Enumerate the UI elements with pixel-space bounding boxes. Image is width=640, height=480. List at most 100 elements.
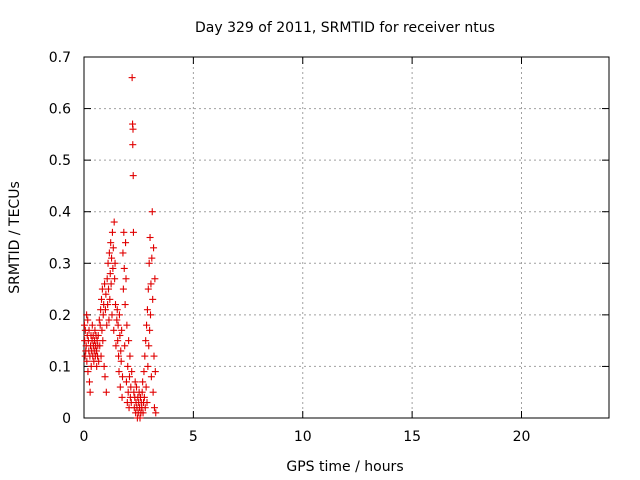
data-point: [143, 306, 151, 314]
data-point: [116, 383, 124, 391]
y-tick-label: 0.5: [49, 153, 71, 169]
data-point: [119, 373, 126, 381]
data-point: [125, 337, 133, 345]
data-point: [139, 409, 147, 417]
data-point: [118, 393, 126, 401]
data-point: [144, 362, 152, 370]
data-point: [144, 285, 152, 293]
data-point: [119, 249, 127, 257]
y-tick-label: 0.6: [49, 102, 71, 118]
data-point: [116, 331, 124, 339]
data-point: [103, 321, 111, 329]
x-tick-label: 0: [80, 429, 89, 445]
data-point: [150, 244, 158, 252]
data-point: [133, 383, 140, 391]
data-point: [118, 326, 126, 334]
y-tick-label: 0.3: [49, 256, 71, 272]
data-point: [83, 357, 91, 365]
data-point: [147, 280, 155, 288]
data-point: [108, 228, 116, 236]
data-point: [147, 311, 154, 319]
data-point: [143, 399, 151, 407]
y-tick-label: 0.4: [49, 205, 71, 221]
data-point: [83, 311, 91, 319]
data-point: [113, 306, 121, 314]
data-point: [99, 311, 107, 319]
data-point: [112, 301, 119, 309]
data-point: [109, 264, 117, 272]
grid-lines: [84, 57, 609, 418]
data-point: [105, 316, 113, 324]
data-point: [85, 326, 93, 334]
data-point: [111, 275, 119, 283]
data-point: [121, 301, 129, 309]
data-point: [129, 228, 137, 236]
x-tick-label: 15: [403, 429, 421, 445]
data-point: [114, 321, 122, 329]
data-point: [111, 259, 119, 267]
data-point: [122, 275, 130, 283]
x-tick-label: 10: [294, 429, 312, 445]
data-point: [112, 342, 120, 350]
data-point: [109, 244, 117, 252]
data-point: [86, 388, 94, 396]
data-point: [119, 285, 127, 293]
data-point: [123, 321, 131, 329]
data-point: [108, 254, 116, 262]
data-point: [94, 331, 102, 339]
data-point: [117, 347, 125, 355]
data-point: [104, 259, 112, 267]
data-point: [131, 378, 139, 386]
x-axis-label: GPS time / hours: [286, 459, 403, 475]
data-point: [152, 409, 160, 417]
data-point: [95, 316, 103, 324]
data-point: [107, 280, 115, 288]
data-point: [148, 254, 156, 262]
data-point: [102, 388, 110, 396]
data-point: [114, 337, 122, 345]
data-point: [84, 316, 92, 324]
data-point: [98, 326, 106, 334]
y-tick-label: 0.2: [49, 308, 71, 324]
data-point: [136, 414, 144, 422]
data-point: [98, 295, 105, 303]
data-point: [110, 218, 118, 226]
data-point: [150, 404, 158, 412]
data-point: [147, 373, 155, 381]
data-point: [104, 301, 112, 309]
data-point: [85, 378, 93, 386]
data-point: [84, 368, 92, 376]
data-point: [151, 368, 159, 376]
data-point: [88, 321, 96, 329]
data-point: [93, 362, 101, 370]
data-points: [80, 74, 160, 422]
data-point: [145, 342, 153, 350]
data-point: [122, 378, 130, 386]
data-point: [129, 125, 137, 133]
y-axis-label: SRMTID / TECUs: [7, 181, 23, 294]
data-point: [121, 342, 129, 350]
y-tick-label: 0.7: [49, 50, 71, 66]
data-point: [126, 352, 134, 360]
data-point: [117, 357, 125, 365]
data-point: [148, 208, 156, 216]
data-point: [108, 311, 116, 319]
plot-frame: [83, 56, 610, 419]
data-point: [139, 378, 147, 386]
y-tick-label: 0.1: [49, 359, 71, 375]
data-point: [106, 270, 114, 278]
data-point: [115, 368, 123, 376]
data-point: [145, 259, 153, 267]
data-point: [141, 404, 149, 412]
data-point: [146, 234, 154, 241]
data-point: [100, 362, 108, 370]
x-tick-label: 5: [189, 429, 198, 445]
data-point: [151, 275, 159, 283]
x-tick-labels: 0 5 10 15 20: [80, 429, 531, 445]
data-point: [115, 311, 123, 319]
chart-title: Day 329 of 2011, SRMTID for receiver ntu…: [195, 20, 495, 36]
x-tick-label: 20: [513, 429, 531, 445]
axis-ticks: [83, 56, 610, 419]
data-point: [149, 388, 157, 396]
data-point: [141, 352, 149, 360]
